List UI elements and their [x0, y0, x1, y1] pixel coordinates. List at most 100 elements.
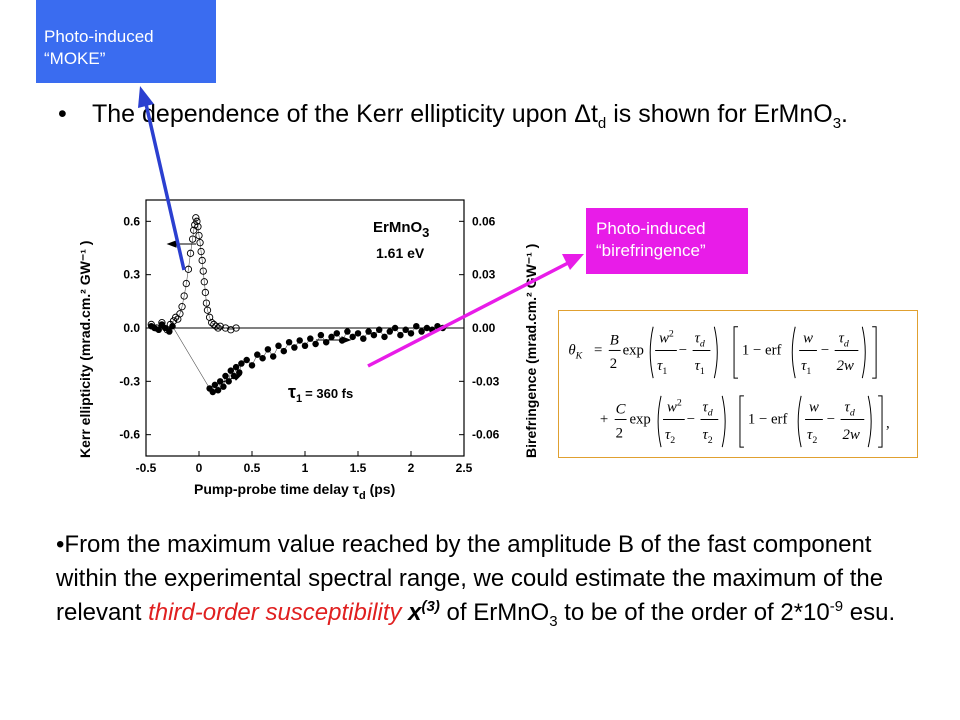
- birefringence-data-point: [243, 356, 250, 364]
- birefringence-data-point: [169, 322, 176, 330]
- bullet2-chi: x(3): [402, 599, 440, 626]
- birefringence-data-point: [220, 383, 227, 390]
- birefringence-callout-line1: Photo-induced: [596, 219, 706, 238]
- formula-taud-2-sub: d: [844, 339, 849, 350]
- formula-tau2-1: τ2: [702, 427, 712, 446]
- formula-tau2sq-sub: 2: [670, 435, 675, 446]
- kerr-data-point: [200, 278, 208, 286]
- birefringence-data-point: [391, 324, 399, 332]
- birefringence-data-point: [259, 354, 266, 362]
- birefringence-data-point: [375, 326, 383, 334]
- kerr-data-point: [192, 214, 200, 222]
- kerr-data-point: [194, 223, 202, 231]
- bullet2-text-c: to be of the order of 2*10: [557, 599, 830, 626]
- formula-strokes: [608, 326, 883, 448]
- birefringence-data-point: [360, 335, 367, 342]
- birefringence-data-point: [307, 335, 314, 342]
- bullet-kerr-text: The dependence of the Kerr ellipticity u…: [92, 96, 912, 132]
- birefringence-callout-line2: “birefringence”: [596, 241, 706, 260]
- birefringence-data-point: [155, 326, 162, 334]
- birefringence-data-point: [386, 328, 394, 335]
- kerr-data-point: [178, 303, 186, 311]
- x-tick-label: 1.5: [350, 461, 367, 475]
- y-right-tick-label: -0.03: [472, 374, 500, 388]
- birefringence-data-point: [317, 331, 325, 339]
- formula-minus-2: −: [821, 342, 829, 358]
- formula-tau2-1-sub: 2: [708, 435, 713, 446]
- bullet2-chi-sup: (3): [421, 598, 440, 615]
- formula-minus-4: −: [827, 411, 835, 427]
- x-tick-label: 0: [196, 461, 203, 475]
- formula-taud-2: τd: [839, 331, 849, 350]
- birefringence-data-point: [365, 328, 372, 335]
- formula-minus-1: −: [679, 342, 687, 358]
- y-left-tick-label: 0.0: [123, 321, 140, 335]
- birefringence-data-point: [354, 330, 362, 337]
- formula-sq-1: 2: [669, 329, 674, 340]
- formula-tau1sq: τ1: [657, 358, 667, 377]
- birefringence-data-point: [370, 331, 378, 339]
- series-fit-line-1: [151, 217, 237, 331]
- kerr-data-point: [188, 235, 197, 243]
- birefringence-data-point: [333, 330, 341, 337]
- bullet-susceptibility: •From the maximum value reached by the a…: [56, 528, 936, 630]
- kerr-data-point: [193, 217, 201, 225]
- sample-label: ErMnO3: [373, 219, 429, 240]
- birefringence-data-point: [248, 362, 256, 369]
- kerr-data-point: [199, 267, 207, 275]
- kerr-data-point: [212, 322, 220, 330]
- formula-minus-3: −: [687, 411, 695, 427]
- tau-sub: 1: [296, 393, 302, 405]
- birefringence-data-point: [423, 324, 431, 332]
- bullet1-text-a: The dependence of the Kerr ellipticity u…: [92, 100, 598, 128]
- formula-taud-3-sub: d: [708, 408, 713, 419]
- moke-callout-line2: “MOKE”: [44, 49, 106, 68]
- formula-tau2-2-sub: 2: [812, 435, 817, 446]
- bullet-dot: •: [58, 100, 67, 128]
- bullet2-text-b: of ErMnO: [439, 599, 550, 626]
- birefringence-data-point: [434, 322, 441, 330]
- right-arrow-icon: [316, 336, 352, 344]
- bullet2-red-text: third-order susceptibility: [148, 599, 402, 626]
- kerr-data-point: [227, 326, 235, 334]
- bullet1-text-b: is shown for ErMnO: [606, 100, 833, 128]
- formula-taud-4-sub: d: [850, 408, 855, 419]
- kerr-data-point: [186, 249, 195, 257]
- x-axis-label-unit: (ps): [366, 481, 396, 497]
- birefringence-data-point: [254, 351, 261, 358]
- birefringence-data-point: [291, 344, 298, 351]
- kerr-data-point: [176, 310, 184, 318]
- formula-taud-1-sub: d: [700, 339, 705, 350]
- formula-exp-1: exp: [623, 342, 644, 358]
- birefringence-data-point: [296, 337, 303, 344]
- birefringence-data-point: [322, 338, 330, 346]
- birefringence-data-point: [428, 326, 436, 334]
- y-right-tick-label: -0.06: [472, 428, 500, 442]
- kerr-data-point: [202, 299, 211, 307]
- formula-tau1-1: τ1: [695, 358, 705, 377]
- kerr-data-point: [197, 247, 205, 256]
- formula-eq: =: [594, 342, 602, 358]
- formula-B: B: [610, 333, 619, 349]
- tau-value: = 360 fs: [305, 386, 353, 401]
- kerr-data-point: [208, 319, 216, 327]
- formula-plus: +: [600, 411, 608, 427]
- y-left-tick-label: -0.6: [119, 428, 140, 442]
- x-tick-label: 1: [302, 461, 309, 475]
- birefringence-data-point: [439, 324, 447, 332]
- formula-w-1: w: [803, 331, 813, 347]
- formula-w2-1: w2: [659, 329, 674, 347]
- birefringence-data-point: [269, 353, 277, 360]
- formula-tau1-2: τ1: [801, 358, 811, 377]
- formula-w2-2: w2: [667, 398, 682, 416]
- formula-tau1-1-sub: 1: [700, 366, 705, 377]
- bullet1-text-c: .: [841, 100, 848, 128]
- formula-taud-4: τd: [845, 400, 855, 419]
- tau-symbol: τ: [288, 382, 296, 402]
- bullet1-sub-b: 3: [832, 115, 842, 132]
- formula-w-2: w: [809, 400, 819, 416]
- birefringence-data-point: [312, 340, 319, 348]
- x-tick-label: 2: [408, 461, 415, 475]
- y-left-tick-label: -0.3: [119, 374, 140, 388]
- birefringence-data-point: [264, 346, 272, 353]
